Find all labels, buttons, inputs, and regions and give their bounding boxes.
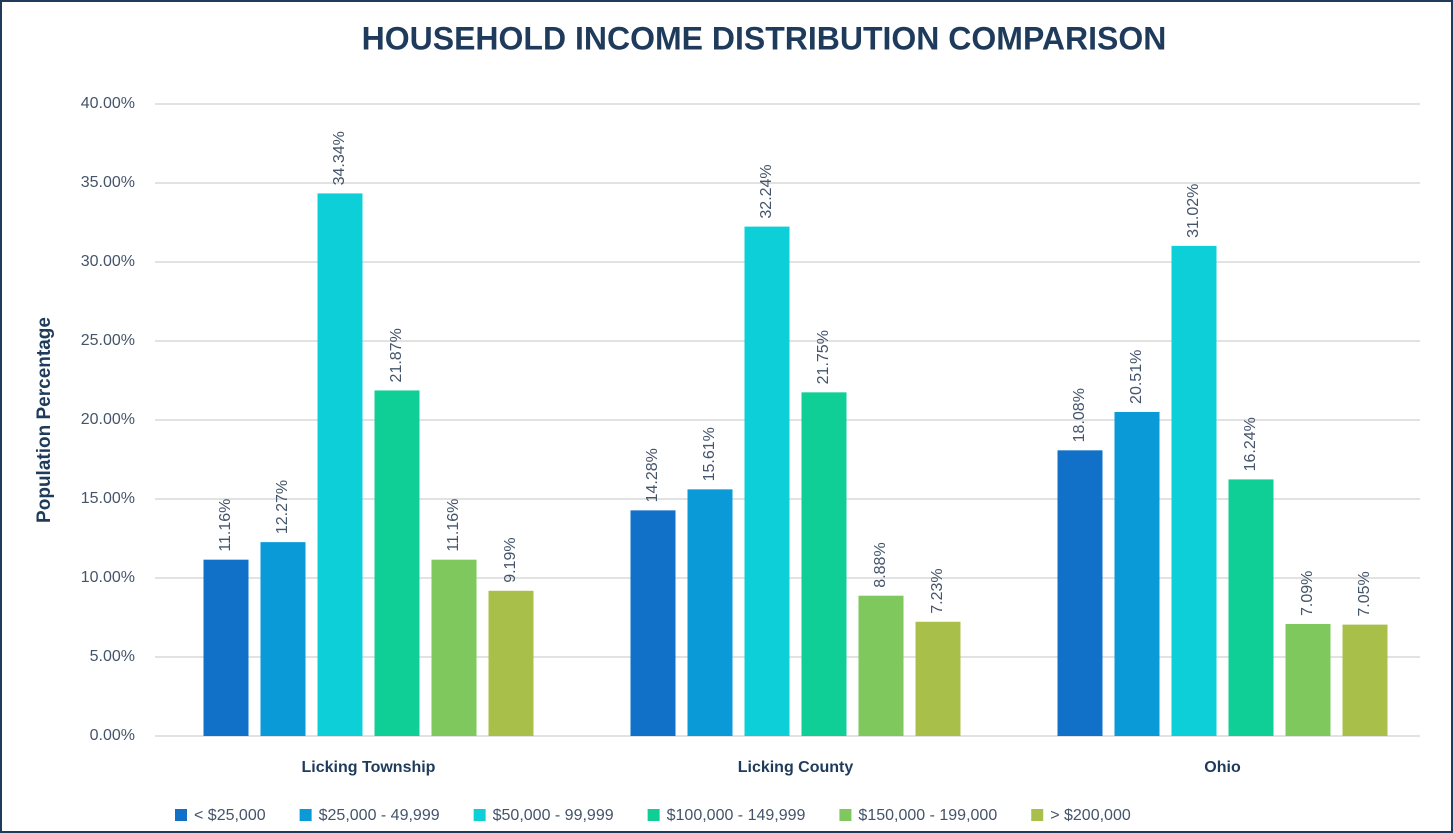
- bar: [687, 489, 733, 736]
- legend-swatch: [299, 809, 312, 821]
- y-axis-label: Population Percentage: [34, 317, 55, 523]
- bar: [801, 392, 847, 736]
- bar: [317, 193, 363, 737]
- value-label: 7.09%: [1299, 571, 1316, 616]
- bar: [744, 226, 790, 736]
- legend-label: $25,000 - 49,999: [319, 807, 440, 824]
- y-tick-label: 25.00%: [81, 332, 135, 349]
- value-label: 31.02%: [1185, 184, 1202, 238]
- value-label: 20.51%: [1128, 350, 1145, 404]
- value-label: 7.05%: [1356, 571, 1373, 616]
- value-label: 15.61%: [701, 427, 718, 481]
- legend-swatch: [473, 809, 486, 821]
- legend-swatch: [839, 809, 852, 821]
- value-label: 16.24%: [1242, 417, 1259, 471]
- y-tick-label: 40.00%: [81, 95, 135, 112]
- bar: [260, 542, 306, 736]
- value-label: 12.27%: [274, 480, 291, 534]
- legend-swatch: [647, 809, 660, 821]
- legend-swatch: [1031, 809, 1044, 821]
- x-tick-label: Ohio: [1204, 759, 1241, 776]
- bar: [431, 559, 477, 736]
- y-tick-label: 5.00%: [90, 648, 135, 665]
- legend-label: $100,000 - 149,999: [667, 807, 806, 824]
- bar: [1171, 245, 1217, 736]
- value-label: 21.87%: [388, 328, 405, 382]
- bar: [1285, 623, 1331, 736]
- value-label: 32.24%: [758, 164, 775, 218]
- bar: [374, 390, 420, 736]
- y-tick-label: 15.00%: [81, 490, 135, 507]
- value-label: 11.16%: [445, 499, 462, 552]
- bar: [858, 595, 904, 736]
- y-tick-label: 0.00%: [90, 727, 135, 744]
- value-label: 14.28%: [644, 448, 661, 502]
- legend-label: $50,000 - 99,999: [493, 807, 614, 824]
- value-label: 8.88%: [872, 542, 889, 587]
- x-tick-label: Licking County: [738, 759, 854, 776]
- value-label: 7.23%: [929, 568, 946, 613]
- bar: [488, 590, 534, 736]
- bar: [1057, 450, 1103, 736]
- y-tick-label: 35.00%: [81, 174, 135, 191]
- bar: [1342, 624, 1388, 736]
- value-label: 9.19%: [502, 537, 519, 582]
- bar: [203, 559, 249, 736]
- value-label: 34.34%: [331, 131, 348, 185]
- bar: [915, 621, 961, 736]
- value-label: 11.16%: [217, 499, 234, 552]
- chart-title: HOUSEHOLD INCOME DISTRIBUTION COMPARISON: [362, 20, 1167, 56]
- bar: [1228, 479, 1274, 736]
- legend-swatch: [175, 809, 187, 821]
- y-tick-label: 20.00%: [81, 411, 135, 428]
- value-label: 18.08%: [1071, 388, 1088, 442]
- bar: [1114, 411, 1160, 736]
- x-tick-label: Licking Township: [302, 759, 436, 776]
- legend-label: $150,000 - 199,000: [858, 807, 997, 824]
- bar: [630, 510, 676, 736]
- y-tick-label: 10.00%: [81, 569, 135, 586]
- y-tick-label: 30.00%: [81, 253, 135, 270]
- value-label: 21.75%: [815, 330, 832, 384]
- legend-label: > $200,000: [1050, 807, 1131, 824]
- legend-label: < $25,000: [194, 807, 266, 824]
